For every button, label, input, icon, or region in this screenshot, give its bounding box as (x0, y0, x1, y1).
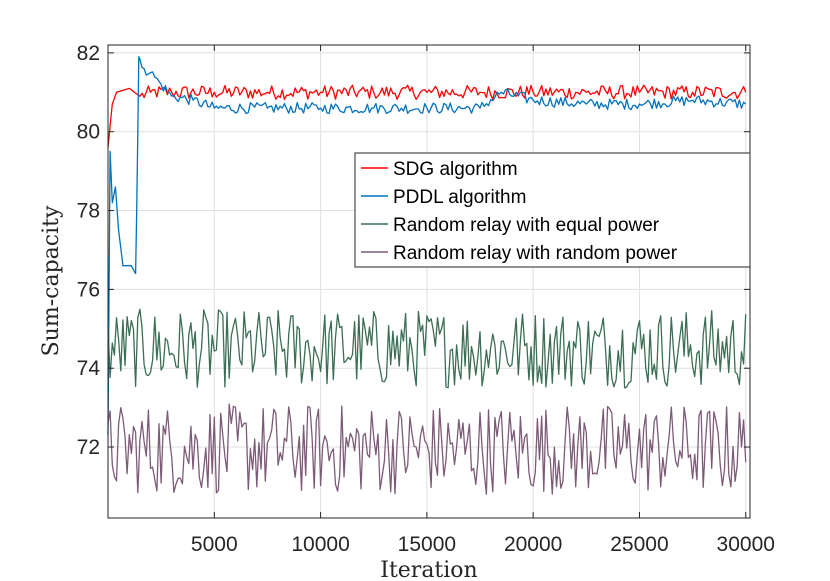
y-tick-label: 74 (77, 357, 101, 380)
series-line-4 (107, 403, 747, 495)
x-tick-label: 30000 (717, 533, 775, 556)
legend-label: Random relay with equal power (393, 215, 660, 236)
x-tick-label: 10000 (291, 533, 349, 556)
legend-label: PDDL algorithm (393, 187, 526, 208)
legend: SDG algorithm PDDL algorithm Random relay … (354, 152, 751, 268)
y-tick-label: 78 (77, 200, 100, 223)
y-tick-label: 76 (77, 278, 100, 301)
y-tick-label: 80 (77, 121, 100, 144)
y-tick-label: 72 (77, 436, 100, 459)
x-tick-label: 25000 (610, 533, 668, 556)
legend-label: Random relay with random power (393, 243, 678, 264)
x-axis-label: Iteration (380, 558, 477, 581)
series-line-2 (107, 56, 747, 436)
plot-frame (107, 44, 751, 519)
legend-box (354, 152, 751, 268)
series-layer (107, 56, 747, 495)
ticks: 5000 10000 15000 20000 25000 30000 72 74 76 78 80 8… (77, 42, 775, 556)
x-tick-label: 5000 (191, 533, 238, 556)
x-tick-label: 15000 (398, 533, 456, 556)
series-line-3 (107, 308, 747, 389)
x-tick-label: 20000 (504, 533, 562, 556)
y-tick-label: 82 (77, 42, 100, 65)
series-line-1 (107, 84, 747, 148)
legend-label: SDG algorithm (393, 159, 518, 180)
y-axis-label: Sum-capacity (39, 205, 64, 356)
